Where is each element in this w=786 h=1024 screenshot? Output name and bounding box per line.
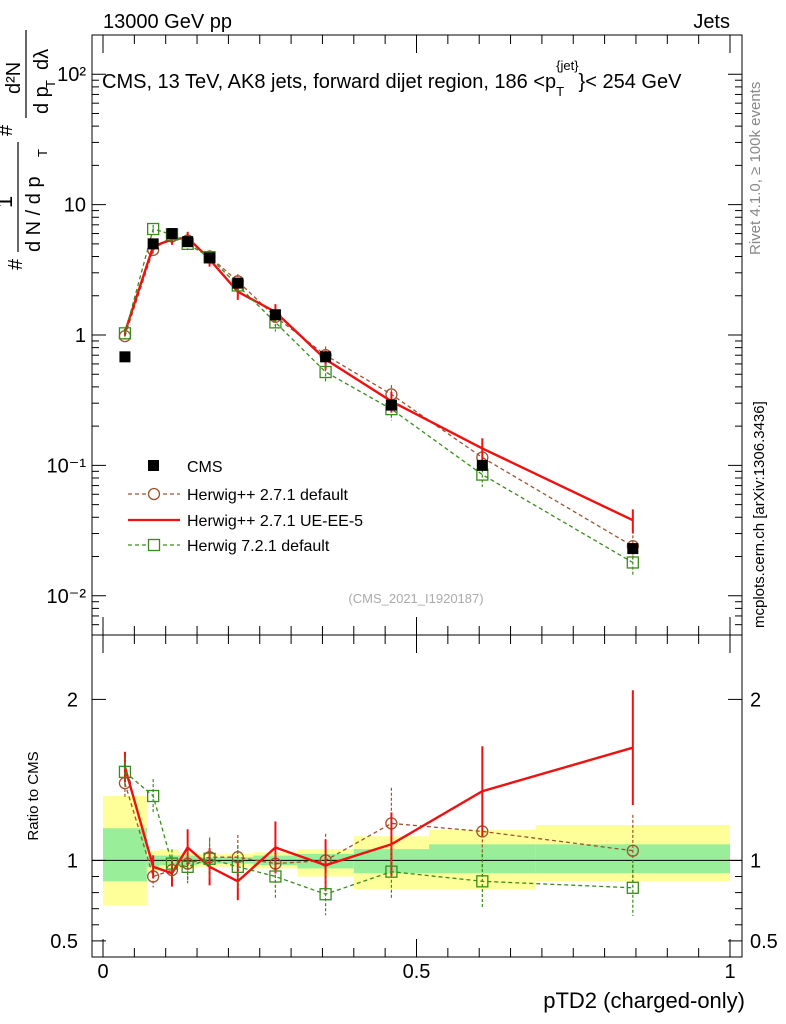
ylabel-num2: d²N (3, 62, 25, 94)
main-ytick-label: 10 (64, 195, 86, 217)
main-point-cms (476, 459, 488, 471)
ylabel-denom-sub: T (35, 149, 50, 157)
ratio-point-herwig-7-2-1-default (203, 852, 216, 865)
title-pre: CMS, 13 TeV, AK8 jets, forward dijet reg… (102, 71, 556, 93)
ratio-point-herwig-7-2-1-default (165, 857, 179, 870)
ratio-y-ticks: 0.5 0.5 1 1 2 2 (50, 689, 778, 953)
main-ytick-label: 10² (57, 64, 86, 86)
ratio-line-herwig-7-2-1-default (124, 771, 633, 895)
ylabel-one: 1 (0, 196, 17, 208)
legend-marker-h271def (147, 487, 161, 501)
analysis-id: (CMS_2021_I1920187) (348, 591, 483, 606)
ratio-ytick-label-left: 0.5 (50, 931, 78, 953)
ylabel-den2: d p (31, 86, 53, 114)
band-inner (103, 828, 147, 882)
legend-label-h721: Herwig 7.2.1 default (187, 538, 330, 555)
ylabel-dl: dλ (31, 49, 53, 70)
main-point-cms (385, 399, 397, 411)
ylabel-den2-sub: T (43, 80, 58, 88)
main-point-cms (320, 351, 332, 363)
main-point-cms (119, 351, 131, 363)
ratio-point-herwig-7-2-1-default (181, 860, 194, 873)
legend-marker-cms (148, 460, 159, 471)
header-right: Jets (693, 11, 730, 33)
ratio-point-herwig-7-2-1-default (319, 888, 332, 901)
main-point-cms (232, 277, 244, 289)
title-sub: T (556, 84, 564, 99)
ratio-ytick-label-right: 1 (750, 850, 761, 872)
ylabel-hash2: # (0, 124, 17, 136)
main-ylabel: # 1 d N / d p T # d²N d p T dλ (0, 30, 58, 270)
ratio-ytick-label-left: 1 (67, 850, 78, 872)
ratio-ytick-label-right: 2 (750, 689, 761, 711)
main-point-cms (269, 309, 281, 321)
legend-marker-h721 (147, 538, 161, 552)
main-point-herwig-7-2-1-default (626, 556, 639, 569)
legend-label-h271def: Herwig++ 2.7.1 default (187, 487, 349, 504)
x-tick-label: 1 (724, 961, 735, 983)
main-point-cms (166, 228, 178, 240)
x-ticks: 0 0.5 1 (97, 35, 736, 983)
main-ytick-label: 10⁻² (47, 586, 87, 608)
main-point-herwig-7-2-1-default (147, 222, 160, 236)
ratio-ytick-label-left: 2 (67, 689, 78, 711)
main-point-cms (204, 252, 216, 264)
main-ytick-label: 10⁻¹ (47, 455, 87, 477)
band-inner (429, 844, 536, 874)
ratio-point-herwig-7-2-1-default (118, 765, 132, 778)
ratio-series-group (118, 690, 639, 916)
title-sup: {jet} (556, 58, 579, 73)
main-point-herwig-7-2-1-default (319, 365, 332, 379)
main-series-group (118, 222, 639, 576)
title-post: }< 254 GeV (579, 71, 683, 93)
legend: CMS Herwig++ 2.7.1 default Herwig++ 2.7.… (128, 459, 363, 555)
x-tick-label: 0 (97, 961, 108, 983)
main-ytick-label: 1 (75, 325, 86, 347)
ratio-point-herwig-7-2-1-default (147, 789, 160, 803)
ratio-frame (91, 634, 743, 958)
mcplots-label: mcplots.cern.ch [arXiv:1306.3436] (751, 401, 768, 628)
ratio-point-herwig-7-2-1-default (385, 865, 398, 878)
rivet-label: Rivet 4.1.0, ≥ 100k events (747, 82, 764, 255)
main-y-ticks: 10⁻² 10⁻¹ 1 10 10² (47, 34, 742, 636)
ratio-ytick-label-right: 0.5 (750, 931, 778, 953)
main-point-cms (182, 236, 194, 248)
main-point-cms (147, 238, 159, 250)
plot-title: CMS, 13 TeV, AK8 jets, forward dijet reg… (102, 58, 682, 99)
x-tick-label: 0.5 (403, 961, 431, 983)
ylabel-hash1: # (5, 258, 27, 270)
main-point-herwig-7-2-1-default (118, 327, 132, 340)
ratio-point-herwig-7-2-1-default (476, 875, 489, 888)
uncertainty-bands (103, 796, 730, 906)
ylabel-denom: d N / d p (23, 176, 45, 252)
ratio-point-herwig-7-2-1-default (626, 881, 639, 894)
legend-label-h271ue: Herwig++ 2.7.1 UE-EE-5 (187, 513, 363, 530)
band-inner (535, 844, 730, 874)
header-left: 13000 GeV pp (103, 11, 232, 33)
ratio-point-herwig-7-2-1-default (269, 870, 282, 883)
ratio-point-herwig-7-2-1-default (231, 860, 244, 873)
ratio-point-herwig-2-7-1-default (626, 844, 639, 857)
legend-label-cms: CMS (187, 459, 223, 476)
x-axis-label: pTD2 (charged-only) (543, 988, 745, 1013)
ratio-ylabel: Ratio to CMS (25, 751, 42, 840)
main-point-cms (627, 543, 639, 555)
main-line-herwig-2-7-1-ue-ee-5 (123, 236, 634, 522)
